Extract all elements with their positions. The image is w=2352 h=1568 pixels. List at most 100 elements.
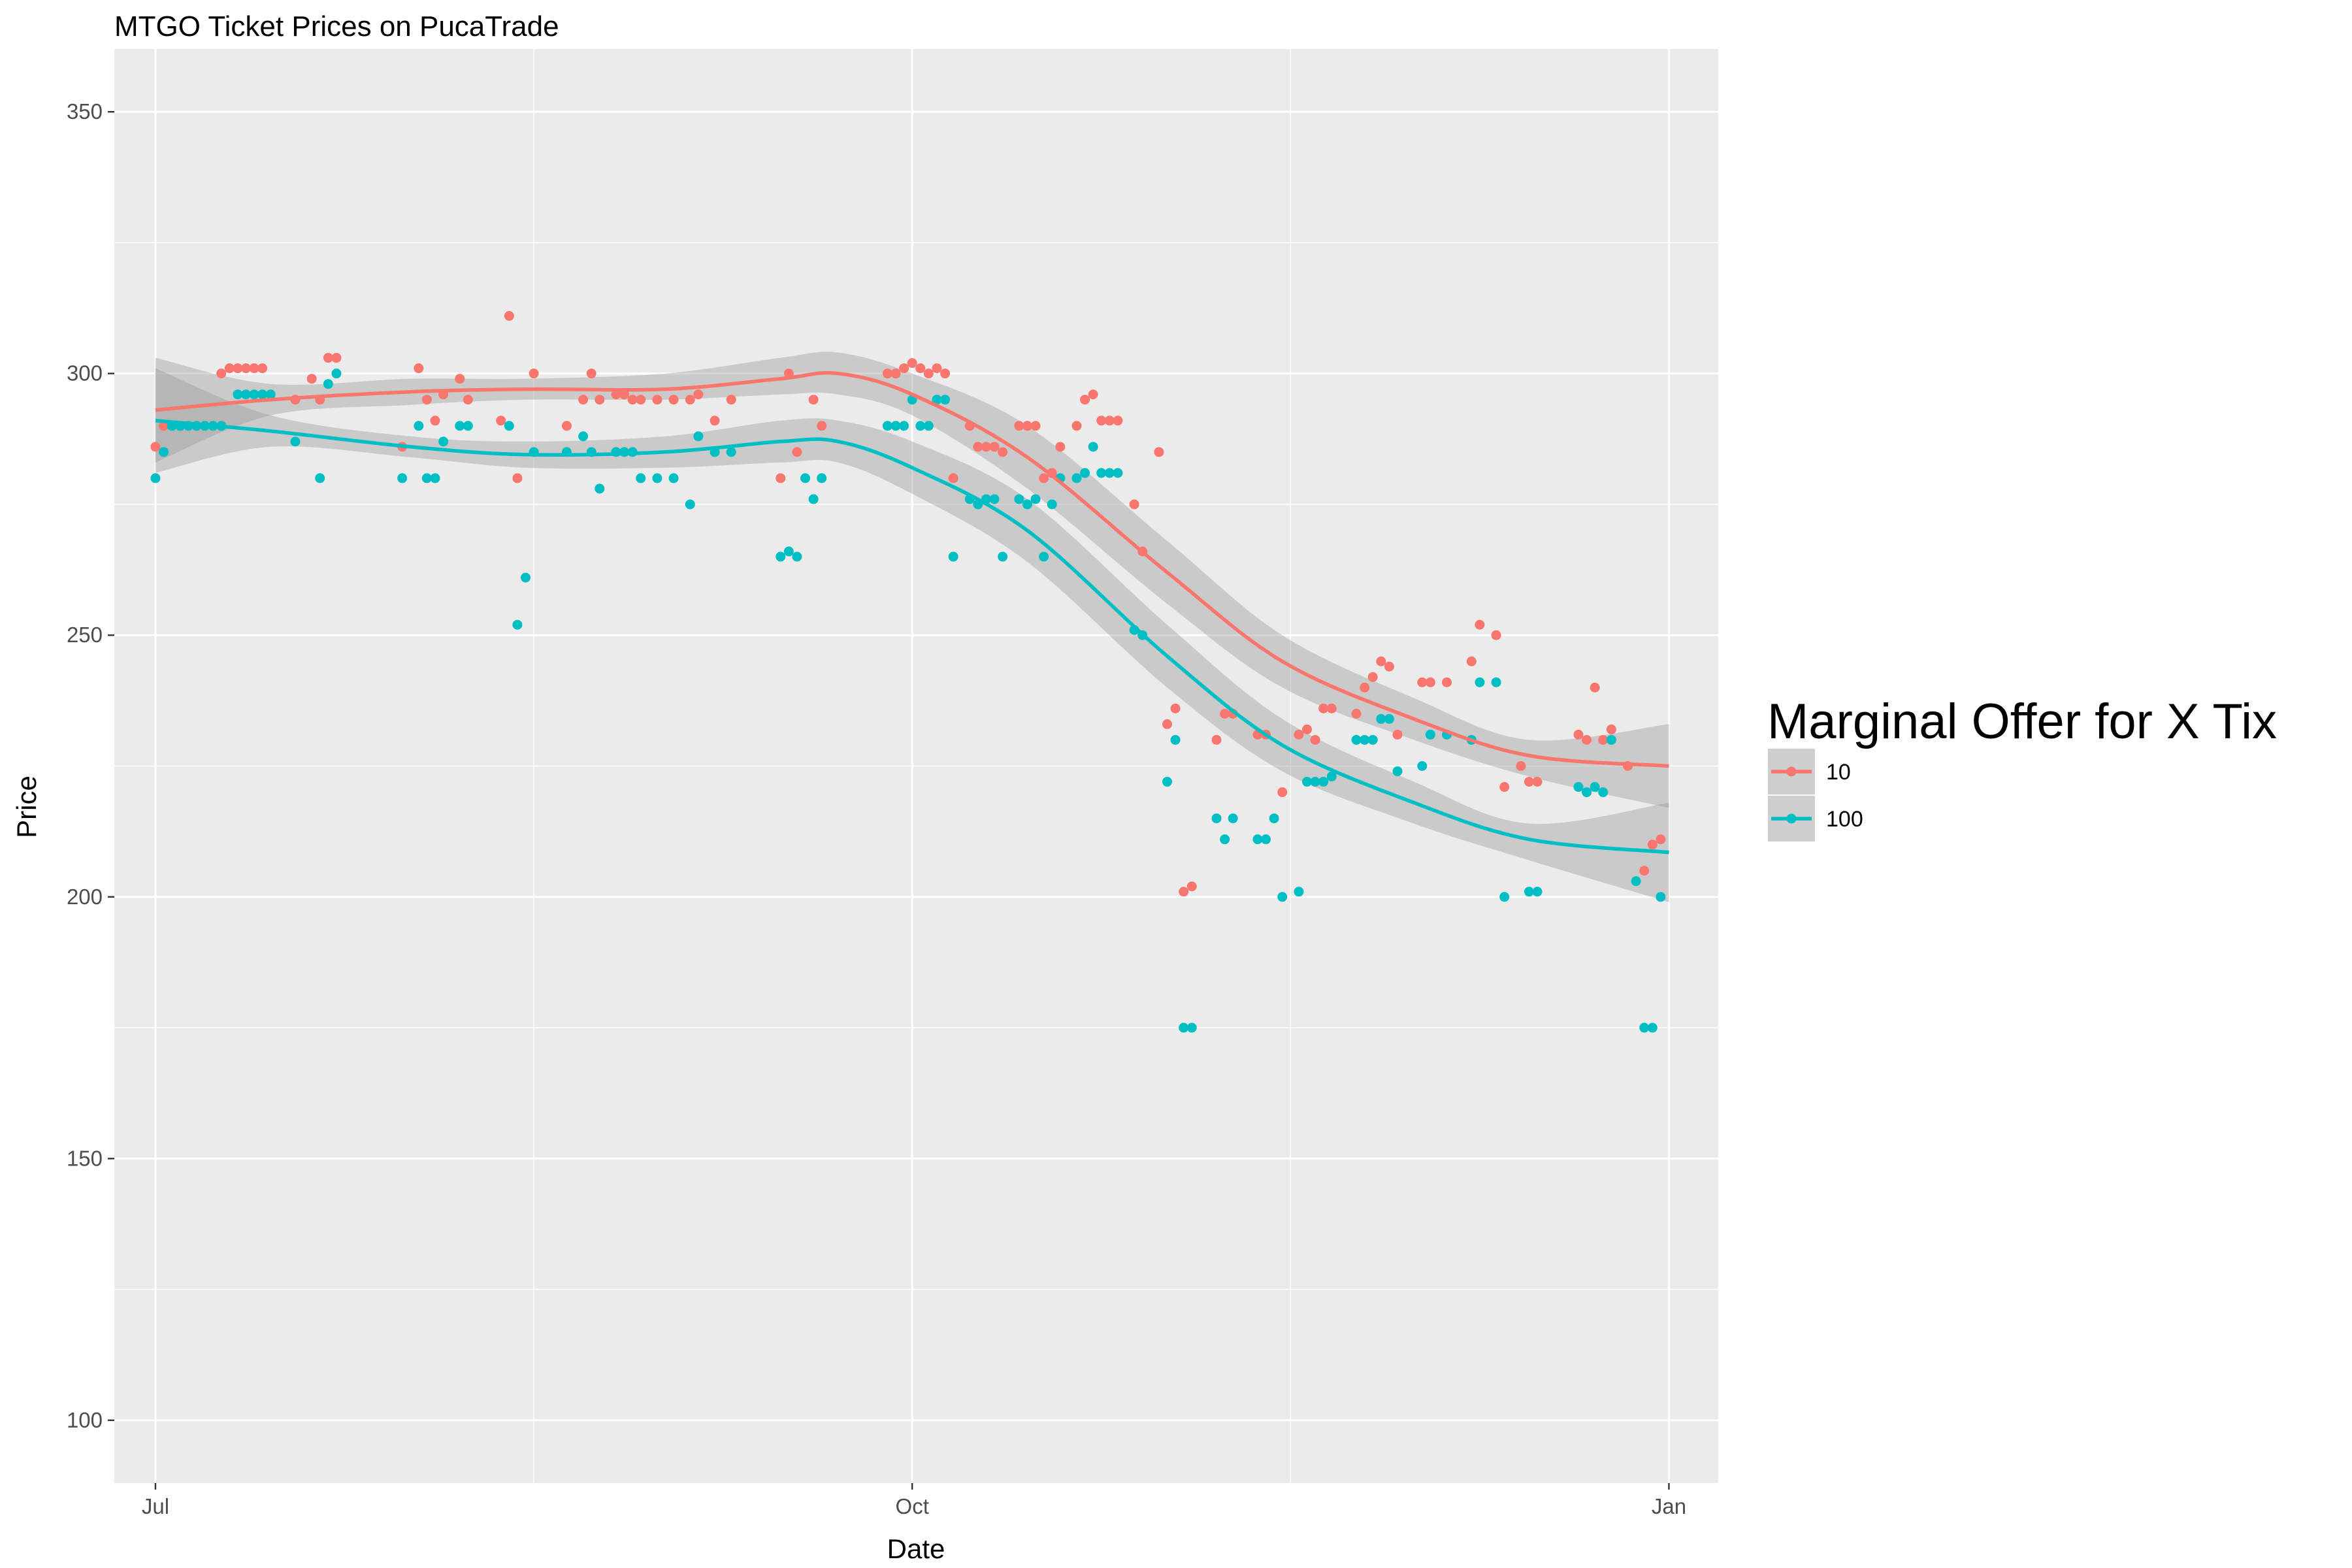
smooth-lines bbox=[155, 370, 1669, 855]
data-point-100 bbox=[1302, 777, 1313, 787]
legend-title: Marginal Offer for X Tix bbox=[1767, 694, 2277, 749]
data-point-10 bbox=[611, 389, 621, 400]
data-point-10 bbox=[685, 395, 695, 405]
data-point-10 bbox=[496, 416, 506, 426]
data-point-10 bbox=[512, 473, 523, 483]
data-point-10 bbox=[1113, 416, 1123, 426]
data-point-100 bbox=[776, 551, 786, 562]
data-point-100 bbox=[1656, 892, 1666, 902]
data-point-10 bbox=[1516, 761, 1526, 771]
data-point-10 bbox=[1318, 703, 1329, 713]
data-point-10 bbox=[216, 368, 227, 379]
data-point-100 bbox=[1639, 1022, 1650, 1033]
data-point-10 bbox=[1104, 416, 1115, 426]
data-point-100 bbox=[693, 431, 704, 442]
data-point-100 bbox=[1318, 777, 1329, 787]
y-axis: 100 150 200 250 300 350 bbox=[67, 99, 114, 1432]
data-point-100 bbox=[998, 551, 1008, 562]
data-point-100 bbox=[1252, 834, 1263, 845]
smooth-line-100 bbox=[155, 419, 1669, 855]
data-point-10 bbox=[923, 368, 934, 379]
data-point-10 bbox=[1376, 656, 1386, 666]
data-point-100 bbox=[668, 473, 679, 483]
data-point-100 bbox=[1367, 734, 1378, 745]
data-point-10 bbox=[817, 421, 827, 431]
data-point-100 bbox=[438, 436, 449, 447]
legend-label-100: 100 bbox=[1826, 807, 1863, 832]
data-point-10 bbox=[430, 416, 440, 426]
data-point-100 bbox=[808, 494, 819, 504]
data-point-10 bbox=[668, 395, 679, 405]
data-point-10 bbox=[989, 442, 1000, 452]
data-point-10 bbox=[249, 363, 259, 374]
data-point-100 bbox=[331, 368, 342, 379]
data-point-10 bbox=[1442, 677, 1452, 687]
data-point-10 bbox=[1088, 389, 1098, 400]
data-point-100 bbox=[940, 395, 951, 405]
data-point-10 bbox=[1326, 703, 1337, 713]
data-point-10 bbox=[529, 368, 539, 379]
data-point-10 bbox=[1384, 661, 1394, 672]
data-point-10 bbox=[973, 442, 983, 452]
data-point-100 bbox=[430, 473, 440, 483]
data-point-100 bbox=[1606, 734, 1616, 745]
y-tick-label: 150 bbox=[67, 1146, 103, 1170]
data-point-10 bbox=[1022, 421, 1032, 431]
data-point-10 bbox=[1532, 777, 1543, 787]
data-point-100 bbox=[899, 421, 909, 431]
data-point-100 bbox=[1384, 713, 1394, 724]
minor-gridlines bbox=[114, 49, 1718, 1483]
data-point-10 bbox=[1170, 703, 1181, 713]
data-point-10 bbox=[224, 363, 235, 374]
data-point-100 bbox=[817, 473, 827, 483]
data-point-10 bbox=[578, 395, 589, 405]
legend-point-100 bbox=[1786, 813, 1797, 824]
data-point-100 bbox=[414, 421, 424, 431]
x-tick-label: Oct bbox=[896, 1494, 929, 1518]
data-point-100 bbox=[265, 389, 276, 400]
data-point-100 bbox=[1179, 1022, 1189, 1033]
data-point-100 bbox=[520, 572, 531, 583]
data-point-10 bbox=[595, 395, 605, 405]
data-point-100 bbox=[882, 421, 892, 431]
data-point-100 bbox=[421, 473, 432, 483]
data-point-100 bbox=[1417, 761, 1428, 771]
legend-point-10 bbox=[1786, 766, 1797, 777]
data-point-10 bbox=[1351, 708, 1362, 719]
data-point-10 bbox=[1647, 840, 1658, 850]
data-point-100 bbox=[1113, 468, 1123, 478]
data-point-10 bbox=[463, 395, 473, 405]
data-point-100 bbox=[240, 389, 251, 400]
data-point-10 bbox=[890, 368, 901, 379]
data-point-10 bbox=[1162, 719, 1172, 729]
data-point-100 bbox=[1491, 677, 1501, 687]
data-point-10 bbox=[627, 395, 638, 405]
data-point-10 bbox=[561, 421, 572, 431]
data-point-100 bbox=[455, 421, 465, 431]
data-point-10 bbox=[915, 363, 926, 374]
data-point-10 bbox=[619, 389, 630, 400]
data-point-10 bbox=[710, 416, 720, 426]
data-point-100 bbox=[1220, 834, 1230, 845]
data-point-100 bbox=[249, 389, 259, 400]
confidence-band-100 bbox=[155, 368, 1669, 902]
data-point-100 bbox=[1261, 834, 1271, 845]
data-point-10 bbox=[1302, 724, 1313, 734]
data-point-10 bbox=[1220, 708, 1230, 719]
data-point-100 bbox=[1499, 892, 1510, 902]
data-point-100 bbox=[463, 421, 473, 431]
data-point-10 bbox=[1055, 442, 1066, 452]
data-point-10 bbox=[792, 447, 802, 457]
data-point-10 bbox=[1367, 672, 1378, 682]
data-point-10 bbox=[1096, 416, 1107, 426]
data-point-100 bbox=[1310, 777, 1320, 787]
data-point-10 bbox=[1080, 395, 1090, 405]
data-point-100 bbox=[315, 473, 325, 483]
data-point-100 bbox=[1294, 887, 1304, 897]
data-point-10 bbox=[1582, 734, 1592, 745]
data-point-100 bbox=[800, 473, 811, 483]
data-point-100 bbox=[1211, 813, 1222, 824]
data-point-100 bbox=[323, 379, 333, 389]
data-point-100 bbox=[578, 431, 589, 442]
x-axis: Jul Oct Jan bbox=[142, 1483, 1686, 1518]
